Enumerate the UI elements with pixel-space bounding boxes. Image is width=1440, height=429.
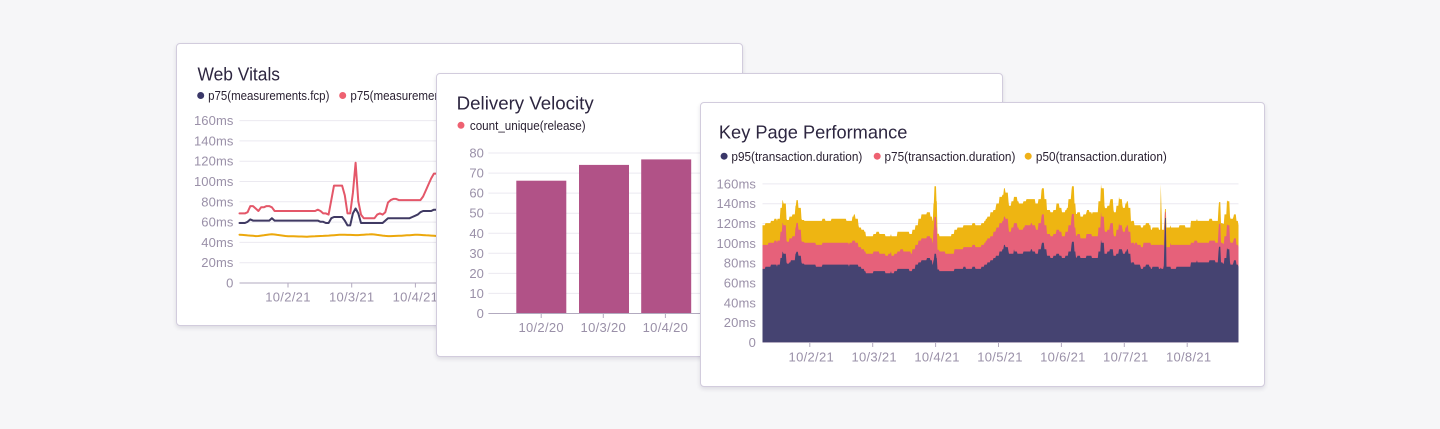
svg-text:Delivery Velocity: Delivery Velocity [457, 92, 595, 113]
svg-text:120ms: 120ms [716, 216, 756, 231]
svg-text:10/2/21: 10/2/21 [265, 289, 310, 304]
svg-text:20ms: 20ms [201, 255, 234, 270]
svg-text:140ms: 140ms [193, 133, 233, 148]
svg-text:60ms: 60ms [723, 275, 756, 290]
svg-text:40: 40 [469, 225, 484, 240]
svg-text:10: 10 [469, 285, 484, 300]
svg-text:p75(transaction.duration): p75(transaction.duration) [884, 148, 1015, 163]
svg-text:10/7/21: 10/7/21 [1103, 349, 1148, 364]
svg-text:p50(transaction.duration): p50(transaction.duration) [1035, 148, 1166, 163]
svg-text:p95(transaction.duration): p95(transaction.duration) [731, 148, 862, 163]
svg-text:10/6/21: 10/6/21 [1040, 349, 1085, 364]
svg-text:10/4/20: 10/4/20 [643, 320, 688, 335]
svg-text:80ms: 80ms [201, 194, 234, 209]
svg-text:160ms: 160ms [193, 113, 233, 128]
svg-text:10/8/21: 10/8/21 [1165, 349, 1210, 364]
svg-text:30: 30 [469, 245, 484, 260]
svg-text:50: 50 [469, 205, 484, 220]
svg-text:count_unique(release): count_unique(release) [470, 118, 586, 133]
svg-text:100ms: 100ms [193, 174, 233, 189]
svg-text:10/4/21: 10/4/21 [914, 349, 959, 364]
svg-text:10/3/21: 10/3/21 [328, 289, 373, 304]
svg-text:100ms: 100ms [716, 235, 756, 250]
svg-text:40ms: 40ms [201, 234, 234, 249]
svg-text:160ms: 160ms [716, 176, 756, 191]
svg-text:0: 0 [748, 335, 755, 350]
svg-text:0: 0 [477, 306, 484, 321]
svg-text:p75(measurements.fcp): p75(measurements.fcp) [208, 88, 329, 103]
svg-text:80: 80 [469, 145, 484, 160]
svg-text:120ms: 120ms [193, 153, 233, 168]
svg-text:140ms: 140ms [716, 196, 756, 211]
svg-text:70: 70 [469, 165, 484, 180]
svg-text:Web Vitals: Web Vitals [197, 63, 280, 84]
svg-text:40ms: 40ms [723, 295, 756, 310]
svg-text:60ms: 60ms [201, 214, 234, 229]
svg-text:10/2/21: 10/2/21 [788, 349, 833, 364]
svg-text:10/2/20: 10/2/20 [518, 320, 563, 335]
svg-text:10/3/20: 10/3/20 [581, 320, 626, 335]
svg-text:60: 60 [469, 185, 484, 200]
svg-text:20ms: 20ms [723, 315, 756, 330]
svg-text:0: 0 [226, 275, 233, 290]
svg-text:80ms: 80ms [723, 255, 756, 270]
svg-text:Key Page Performance: Key Page Performance [718, 121, 907, 142]
svg-text:10/5/21: 10/5/21 [977, 349, 1022, 364]
svg-text:10/3/21: 10/3/21 [851, 349, 896, 364]
svg-text:20: 20 [469, 265, 484, 280]
svg-text:10/4/21: 10/4/21 [392, 289, 437, 304]
